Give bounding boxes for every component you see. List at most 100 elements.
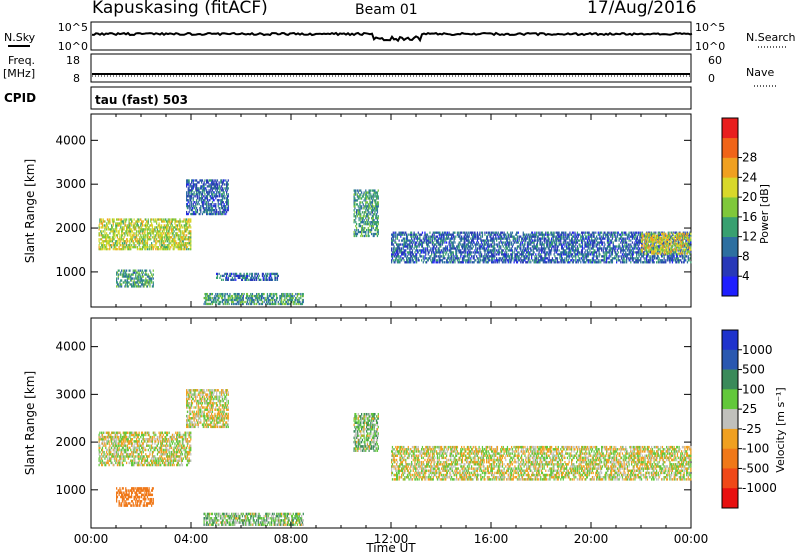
- power-cell: [200, 208, 202, 212]
- power-cell: [175, 242, 177, 245]
- power-cell: [520, 261, 522, 264]
- power-cell: [408, 239, 410, 242]
- power-cell: [569, 251, 571, 254]
- power-cell: [185, 236, 187, 239]
- power-cell: [595, 237, 597, 240]
- power-cell: [411, 245, 413, 248]
- power-cell: [506, 255, 508, 258]
- power-cell: [166, 220, 169, 223]
- power-cell: [457, 261, 459, 264]
- power-cell: [116, 236, 119, 239]
- power-cell: [582, 255, 584, 258]
- power-cell: [431, 243, 434, 246]
- power-cell: [126, 242, 128, 245]
- power-cell: [161, 244, 164, 247]
- power-cell: [456, 259, 459, 262]
- power-cell: [531, 255, 533, 258]
- power-cell: [563, 253, 565, 256]
- power-cell: [511, 243, 513, 246]
- power-cell: [221, 201, 223, 204]
- power-cell: [375, 232, 377, 236]
- power-cell: [126, 232, 128, 235]
- power-cell: [577, 233, 579, 236]
- power-cell: [459, 261, 461, 264]
- power-cell: [186, 234, 188, 237]
- power-cell: [408, 261, 410, 264]
- power-cell: [198, 189, 200, 192]
- power-cell: [409, 261, 411, 264]
- power-cell: [519, 243, 521, 246]
- power-cell: [360, 193, 362, 196]
- power-cell: [228, 274, 230, 278]
- power-cell: [112, 220, 114, 223]
- power-cell: [541, 241, 544, 244]
- power-cell: [529, 247, 531, 250]
- power-cell: [522, 233, 524, 236]
- power-cell: [392, 237, 394, 240]
- power-cell: [409, 249, 411, 252]
- power-cell: [183, 226, 185, 229]
- power-cell: [159, 240, 161, 243]
- power-cell: [168, 240, 170, 243]
- power-cell: [559, 243, 561, 246]
- power-cell: [558, 253, 560, 256]
- power-cell: [516, 249, 518, 252]
- power-cell: [220, 292, 222, 296]
- power-cell: [553, 235, 555, 238]
- power-cell: [372, 215, 374, 218]
- power-cell: [227, 201, 229, 204]
- power-cell: [132, 281, 134, 284]
- power-cell: [139, 232, 141, 235]
- power-cell: [453, 235, 455, 238]
- power-cell: [226, 181, 229, 184]
- power-cell: [172, 226, 174, 229]
- power-cell: [571, 247, 573, 250]
- power-cell: [433, 233, 435, 236]
- power-cell: [100, 218, 102, 221]
- power-cell: [584, 243, 586, 246]
- power-cell: [582, 231, 584, 234]
- power-cell: [215, 195, 217, 198]
- power-cell: [471, 247, 474, 250]
- power-cell: [557, 231, 559, 234]
- power-cell: [112, 224, 114, 227]
- power-cell: [376, 221, 379, 224]
- power-cell: [157, 224, 159, 227]
- power-cell: [466, 245, 468, 248]
- power-cell: [221, 199, 224, 202]
- power-cell: [120, 283, 122, 286]
- power-cell: [444, 231, 446, 234]
- power-cell: [186, 242, 189, 245]
- power-cell: [131, 222, 133, 225]
- power-cell: [531, 231, 534, 234]
- power-cell: [497, 251, 499, 254]
- power-cell: [588, 243, 590, 246]
- power-cell: [436, 231, 438, 234]
- power-cell: [186, 193, 188, 196]
- power-cell: [391, 259, 393, 262]
- power-cell: [237, 294, 239, 298]
- power-cell: [422, 249, 424, 252]
- power-cell: [518, 235, 520, 238]
- power-cell: [173, 226, 175, 229]
- power-cell: [161, 234, 164, 237]
- power-cell: [181, 244, 183, 247]
- power-cell: [465, 251, 467, 254]
- power-cell: [169, 220, 171, 223]
- power-cell: [469, 231, 471, 234]
- power-cell: [549, 243, 551, 246]
- power-cell: [500, 257, 502, 260]
- power-cell: [466, 261, 469, 264]
- power-cell: [116, 271, 119, 274]
- power-cell: [553, 259, 555, 262]
- power-cell: [527, 241, 529, 244]
- power-cell: [291, 296, 293, 300]
- power-cell: [473, 257, 475, 260]
- power-cell: [425, 257, 427, 260]
- power-cell: [155, 218, 157, 221]
- power-cell: [188, 226, 190, 229]
- power-cell: [190, 240, 192, 243]
- power-cell: [155, 230, 157, 233]
- power-cell: [121, 238, 123, 241]
- power-cell: [171, 230, 174, 233]
